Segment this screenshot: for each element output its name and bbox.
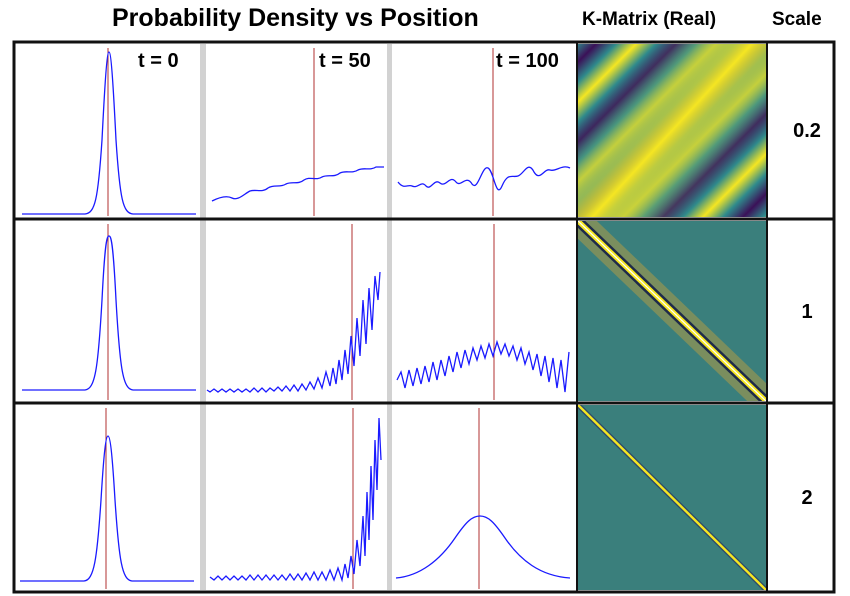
curve-r2-t50 — [206, 271, 381, 393]
time-label-t0: t = 0 — [138, 50, 179, 72]
curve-r2-t0 — [22, 235, 196, 391]
time-label-t100: t = 100 — [496, 50, 559, 72]
curve-r3-t50 — [209, 417, 382, 583]
scale-header: Scale — [772, 9, 822, 30]
kmatrix-row-1 — [578, 44, 766, 217]
curve-r3-t0 — [20, 435, 194, 582]
curve-r3-t100 — [395, 515, 571, 579]
position-markers — [105, 48, 495, 589]
scale-value-row-2: 1 — [801, 301, 812, 323]
figure-title: Probability Density vs Position — [112, 4, 479, 32]
column-separator — [387, 44, 392, 590]
kmatrix-row-2 — [578, 221, 766, 401]
curve-r1-t50 — [211, 166, 384, 202]
scale-value-row-1: 0.2 — [793, 120, 821, 142]
curve-r2-t100 — [396, 339, 570, 393]
time-label-t50: t = 50 — [319, 50, 371, 72]
grid-lines — [12, 40, 836, 594]
plot-cells — [14, 44, 200, 217]
curve-r1-t0 — [22, 51, 196, 215]
column-separator — [200, 44, 206, 590]
curve-r1-t100 — [397, 166, 571, 191]
density-curves — [20, 51, 571, 583]
kmatrix-row-3 — [578, 405, 766, 590]
scale-value-row-3: 2 — [801, 487, 812, 509]
kmatrix-header: K-Matrix (Real) — [582, 9, 717, 30]
